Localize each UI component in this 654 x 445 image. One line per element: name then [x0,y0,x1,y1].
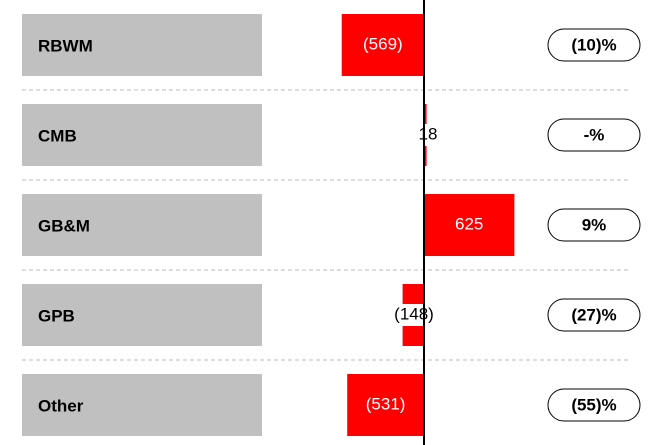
value-label: 18 [419,124,438,143]
value-label: (569) [363,34,403,53]
category-label: CMB [38,126,77,145]
change-badge [547,28,641,62]
bar [347,374,424,436]
change-label: (55)% [571,395,616,414]
change-label: 9% [582,215,607,234]
category-label: Other [38,396,84,415]
value-label: (531) [366,394,406,413]
value-label-bg [404,124,452,146]
change-label: -% [584,125,605,144]
bar [341,14,424,76]
category-box [22,374,262,436]
change-label: (27)% [571,305,616,324]
change-badge [547,118,641,152]
category-box [22,104,262,166]
change-badge [547,388,641,422]
category-box [22,284,262,346]
value-label: (148) [394,304,434,323]
change-label: (10)% [571,35,616,54]
category-label: GB&M [38,216,90,235]
change-badge [547,298,641,332]
value-label: 625 [455,214,483,233]
category-box [22,14,262,76]
change-badge [547,208,641,242]
category-label: GPB [38,306,75,325]
category-box [22,194,262,256]
bar [424,194,515,256]
value-label-bg [390,304,438,326]
category-label: RBWM [38,36,93,55]
